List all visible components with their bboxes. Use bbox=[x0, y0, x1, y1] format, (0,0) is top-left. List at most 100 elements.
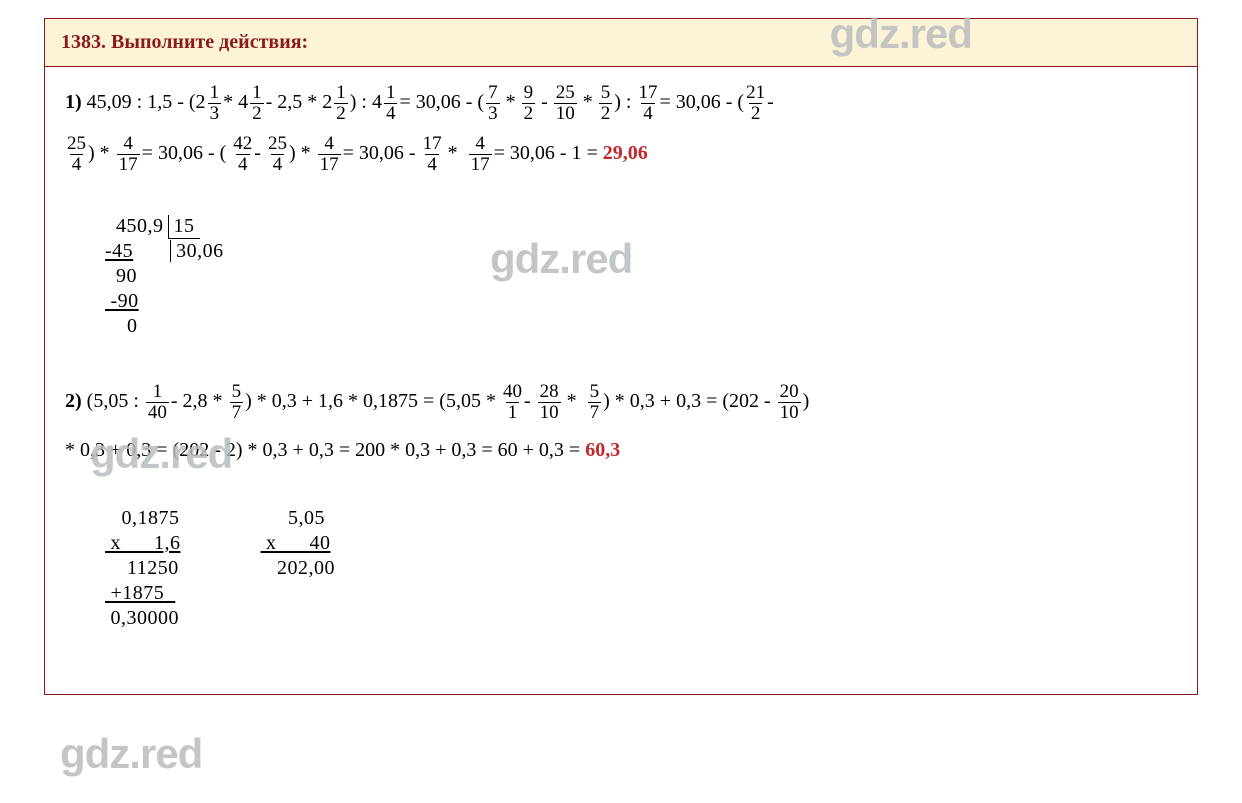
fraction: 140 bbox=[146, 382, 169, 423]
txt: = 30,06 - bbox=[343, 142, 416, 164]
num: 25 bbox=[67, 134, 86, 154]
txt: * bbox=[567, 390, 577, 412]
row: 90 bbox=[105, 265, 137, 287]
fraction: 2810 bbox=[538, 382, 561, 423]
dividend: 450,9 bbox=[116, 215, 164, 237]
result: 0,30000 bbox=[111, 607, 180, 629]
den: 4 bbox=[70, 154, 84, 175]
row: -45 bbox=[105, 240, 133, 262]
fraction: 174 bbox=[638, 83, 657, 124]
den: 1 bbox=[506, 402, 520, 423]
num: 40 bbox=[503, 382, 522, 402]
txt: - bbox=[767, 91, 774, 113]
fraction: 417 bbox=[318, 134, 341, 175]
txt: - bbox=[254, 142, 261, 164]
num: 1 bbox=[153, 382, 163, 402]
txt: ) * bbox=[289, 142, 311, 164]
p1-text2: 254) * 417= 30,06 - ( 424- 254) * 417= 3… bbox=[65, 142, 648, 164]
num: 1 bbox=[386, 83, 396, 103]
problem-2-cont: * 0,3 + 0,3 = (202 - 2) * 0,3 + 0,3 = 20… bbox=[65, 433, 1177, 467]
answer-1: 29,06 bbox=[603, 142, 648, 164]
num: 28 bbox=[540, 382, 559, 402]
txt: - 2,5 * 2 bbox=[266, 91, 333, 113]
den: 2 bbox=[522, 103, 536, 124]
den: 2 bbox=[599, 103, 613, 124]
fraction: 12 bbox=[250, 83, 264, 124]
fraction: 73 bbox=[486, 83, 500, 124]
den: 7 bbox=[588, 402, 602, 423]
den: 10 bbox=[778, 402, 801, 423]
quotient: 30,06 bbox=[170, 240, 224, 262]
fraction: 212 bbox=[746, 83, 765, 124]
txt: = 30,06 - ( bbox=[659, 91, 744, 113]
fraction: 254 bbox=[268, 134, 287, 175]
txt: ) : bbox=[614, 91, 631, 113]
row: -90 bbox=[105, 290, 139, 312]
txt: - 2,8 * bbox=[171, 390, 223, 412]
den: 10 bbox=[554, 103, 577, 124]
factor: 0,1875 bbox=[122, 507, 180, 529]
txt: * bbox=[448, 142, 458, 164]
txt: * 0,3 + 0,3 = (202 - 2) * 0,3 + 0,3 = 20… bbox=[65, 439, 580, 461]
fraction: 14 bbox=[384, 83, 398, 124]
num: 4 bbox=[475, 134, 485, 154]
result: 202,00 bbox=[277, 557, 335, 579]
txt: - bbox=[541, 91, 548, 113]
num: 42 bbox=[233, 134, 252, 154]
txt: ) * 0,3 + 0,3 = (202 - bbox=[603, 390, 771, 412]
den: 3 bbox=[208, 103, 222, 124]
txt: ) * bbox=[88, 142, 110, 164]
factor: 5,05 bbox=[288, 507, 325, 529]
num: 9 bbox=[524, 83, 534, 103]
fraction: 52 bbox=[599, 83, 613, 124]
fraction: 2510 bbox=[554, 83, 577, 124]
den: 4 bbox=[384, 103, 398, 124]
num: 7 bbox=[488, 83, 498, 103]
num: 25 bbox=[268, 134, 287, 154]
txt: ) : 4 bbox=[350, 91, 382, 113]
divisor: 15 bbox=[168, 215, 200, 239]
fraction: 401 bbox=[503, 382, 522, 423]
card-title: 1383. Выполните действия: bbox=[45, 19, 1197, 67]
watermark: gdz.red bbox=[60, 730, 202, 778]
den: 10 bbox=[538, 402, 561, 423]
den: 3 bbox=[486, 103, 500, 124]
txt: * bbox=[506, 91, 516, 113]
p1-text: 45,09 : 1,5 - (213* 412- 2,5 * 212) : 41… bbox=[87, 91, 774, 113]
txt: ) bbox=[803, 390, 810, 412]
fraction: 13 bbox=[208, 83, 222, 124]
fraction: 2010 bbox=[778, 382, 801, 423]
fraction: 417 bbox=[117, 134, 140, 175]
marker-1: 1) bbox=[65, 91, 82, 113]
num: 25 bbox=[556, 83, 575, 103]
num: 17 bbox=[423, 134, 442, 154]
marker-2: 2) bbox=[65, 390, 82, 412]
txt: * 4 bbox=[223, 91, 248, 113]
num: 5 bbox=[601, 83, 611, 103]
long-division-1: 450,915 -45 30,06 90 -90 0 bbox=[105, 189, 224, 364]
fraction: 57 bbox=[230, 382, 244, 423]
num: 21 bbox=[746, 83, 765, 103]
row: 0 bbox=[105, 315, 138, 337]
den: 4 bbox=[236, 154, 250, 175]
fraction: 12 bbox=[334, 83, 348, 124]
factor: 40 bbox=[310, 532, 331, 554]
den: 17 bbox=[117, 154, 140, 175]
den: 2 bbox=[250, 103, 264, 124]
txt: = 30,06 - 1 = bbox=[494, 142, 598, 164]
problem-2: 2) (5,05 : 140- 2,8 * 57) * 0,3 + 1,6 * … bbox=[65, 382, 1177, 423]
problem-1-cont: 254) * 417= 30,06 - ( 424- 254) * 417= 3… bbox=[65, 134, 1177, 175]
num: 20 bbox=[780, 382, 799, 402]
partial: 11250 bbox=[127, 557, 179, 579]
p2-text: (5,05 : 140- 2,8 * 57) * 0,3 + 1,6 * 0,1… bbox=[87, 390, 810, 412]
answer-2: 60,3 bbox=[585, 439, 620, 461]
num: 17 bbox=[638, 83, 657, 103]
den: 17 bbox=[318, 154, 341, 175]
fraction: 174 bbox=[423, 134, 442, 175]
num: 1 bbox=[336, 83, 346, 103]
den: 40 bbox=[146, 402, 169, 423]
num: 4 bbox=[324, 134, 334, 154]
num: 4 bbox=[123, 134, 133, 154]
num: 1 bbox=[252, 83, 262, 103]
den: 7 bbox=[230, 402, 244, 423]
